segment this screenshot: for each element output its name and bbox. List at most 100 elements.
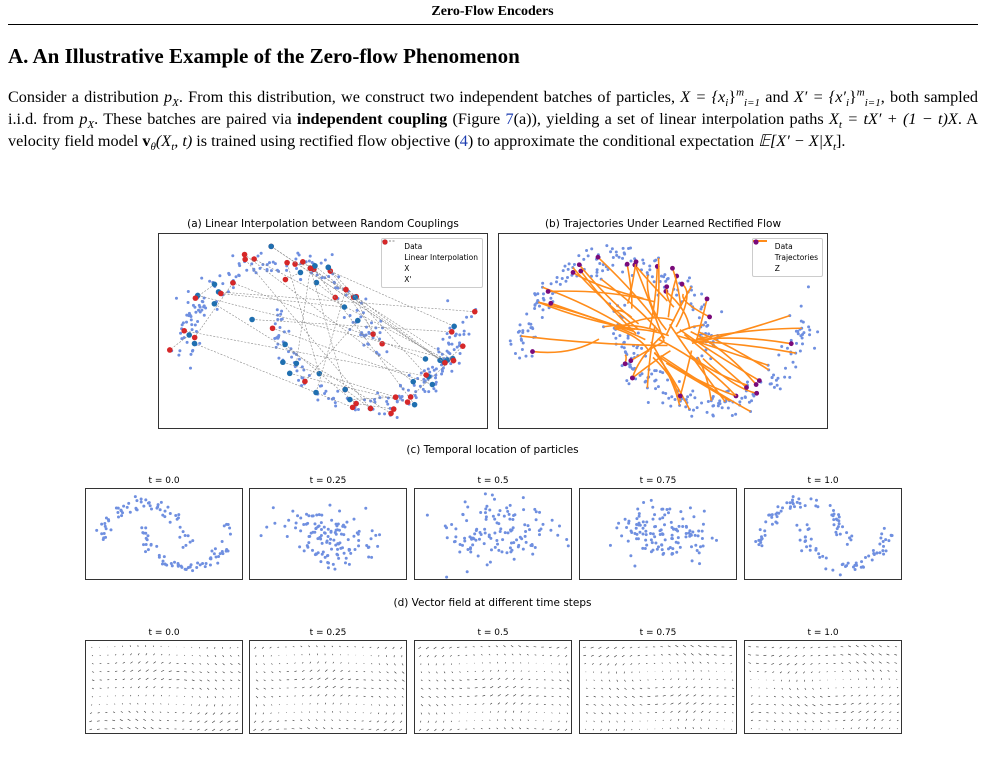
vector-arrow [706, 653, 710, 656]
trajectory [614, 327, 650, 353]
vector-arrow [457, 654, 460, 657]
particle [186, 534, 190, 538]
vector-arrow [497, 677, 501, 681]
vector-arrow [332, 669, 336, 672]
xprime-point [251, 256, 257, 262]
particle [509, 541, 513, 545]
particle [679, 510, 683, 514]
vector-arrow [271, 687, 274, 690]
particle [861, 565, 865, 569]
particle [878, 551, 882, 555]
data-point [643, 380, 647, 384]
data-point [290, 355, 294, 359]
particle [495, 538, 499, 542]
particle [287, 518, 291, 522]
particle [660, 548, 664, 552]
vector-arrow [608, 728, 610, 731]
vector-arrow [441, 646, 445, 649]
vector-arrow [660, 654, 663, 656]
vector-arrow [331, 719, 334, 722]
particle [644, 533, 648, 537]
data-point [276, 313, 280, 317]
particle [867, 554, 871, 558]
vector-arrow [237, 704, 239, 706]
d-panel-4 [744, 640, 902, 734]
xprime-point [191, 334, 198, 341]
vector-arrow [142, 726, 146, 730]
vector-arrow [255, 704, 258, 707]
data-point [634, 377, 638, 381]
vector-arrow [214, 687, 217, 690]
particle [332, 538, 336, 542]
vector-arrow [820, 704, 824, 706]
particle [635, 532, 639, 536]
interp-line [244, 254, 414, 382]
data-point [295, 266, 299, 270]
data-point [315, 273, 319, 277]
trajectory [646, 274, 667, 331]
data-point [332, 280, 336, 284]
vector-arrow [204, 720, 208, 723]
data-point [718, 399, 722, 403]
equation-ref-link[interactable]: 4 [459, 132, 468, 150]
data-point [700, 354, 704, 358]
vector-arrow [91, 704, 93, 706]
vector-arrow [583, 654, 587, 657]
vector-arrow [549, 728, 552, 731]
interp-line [253, 258, 448, 361]
vector-arrow [871, 661, 875, 664]
vector-arrow [301, 686, 305, 689]
vector-arrow [255, 687, 259, 690]
data-point [299, 278, 303, 282]
vector-arrow [332, 685, 336, 689]
data-point [631, 367, 635, 371]
vector-arrow [420, 679, 423, 682]
vector-arrow [222, 671, 225, 674]
data-point [386, 396, 390, 400]
figure-ref-link[interactable]: 7 [505, 110, 514, 128]
xprime-point [218, 290, 224, 297]
vector-arrow [623, 728, 625, 731]
particle [835, 533, 839, 537]
particle [317, 513, 321, 517]
vector-arrow [748, 645, 752, 648]
vector-arrow [384, 720, 387, 723]
vector-arrow [708, 711, 711, 713]
particle [881, 549, 885, 553]
particle [615, 526, 619, 530]
particle [863, 556, 867, 560]
data-point [364, 325, 368, 329]
particle [795, 523, 799, 527]
particle [458, 542, 462, 546]
data-point [361, 311, 365, 315]
particle [670, 536, 674, 540]
data-point [667, 396, 671, 400]
vector-arrow [443, 679, 447, 682]
vector-arrow [692, 727, 694, 730]
data-point [362, 343, 366, 347]
particle [523, 523, 527, 527]
vector-arrow [204, 728, 208, 731]
vector-arrow [227, 720, 231, 723]
vector-arrow [277, 646, 280, 648]
particle [161, 513, 165, 517]
vector-arrow [376, 728, 380, 731]
data-point [334, 286, 338, 290]
interp-line [316, 282, 336, 298]
vector-arrow [896, 695, 900, 697]
data-point [450, 342, 454, 346]
vector-arrow [221, 704, 223, 707]
particle [337, 556, 341, 560]
particle [484, 515, 488, 519]
particle [102, 531, 106, 535]
xprime-point [242, 256, 248, 263]
vector-arrow [700, 719, 703, 721]
vector-arrow [608, 679, 611, 682]
vector-arrow [324, 661, 327, 664]
vector-arrow [214, 655, 217, 658]
trajectory [679, 350, 693, 397]
data-point [585, 249, 589, 253]
xprime-point [181, 327, 188, 334]
particle [684, 525, 688, 529]
data-point [720, 406, 724, 410]
